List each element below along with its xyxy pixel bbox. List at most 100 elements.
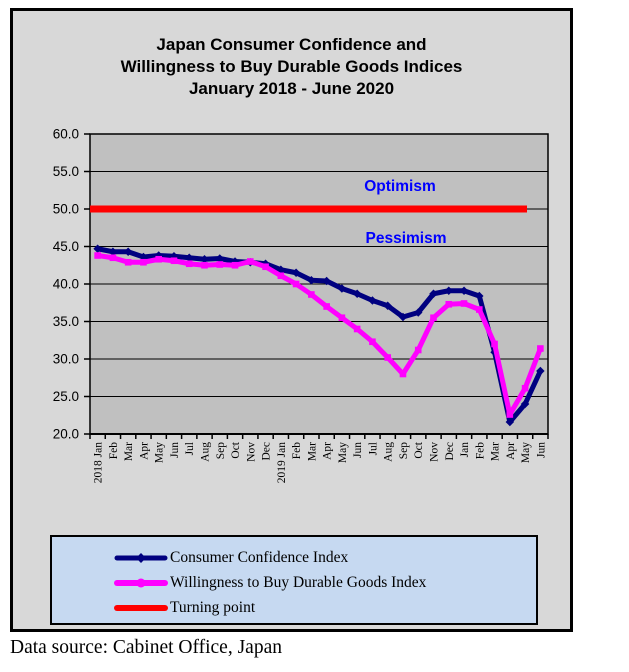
cci-marker (108, 247, 118, 256)
willingness-marker (308, 291, 315, 298)
willingness-marker (414, 346, 422, 354)
willingness-marker (384, 354, 391, 361)
x-tick-label: Dec (261, 442, 273, 461)
legend-item-willingness: Willingness to Buy Durable Goods Index (114, 570, 536, 595)
cci-marker (368, 296, 377, 305)
x-tick-label: May (337, 442, 349, 463)
chart-title-line-1: Japan Consumer Confidence and (156, 35, 427, 54)
willingness-marker (521, 384, 529, 392)
y-tick-label: 20.0 (53, 427, 79, 442)
willingness-marker (185, 260, 193, 268)
willingness-marker (140, 258, 147, 266)
willingness-marker (201, 261, 208, 269)
cci-marker (398, 312, 408, 322)
pessimism-label: Pessimism (366, 230, 447, 247)
x-tick-label: Oct (413, 441, 425, 458)
y-tick-label: 60.0 (53, 127, 79, 142)
x-tick-label: Aug (383, 442, 395, 462)
willingness-marker (506, 411, 514, 418)
x-tick-label: Apr (138, 442, 150, 460)
plot-area: 60.0 55.0 50.0 45.0 40.0 35.0 30.0 25.0 20.0 2018… (53, 127, 549, 483)
willingness-marker (170, 257, 178, 265)
x-tick-label: May (520, 442, 532, 463)
willingness-marker (491, 340, 498, 348)
willingness-marker (338, 314, 346, 322)
cci-marker (123, 247, 133, 256)
x-tick-label: Aug (200, 442, 212, 462)
x-tick-label: 2019 Jan (276, 442, 288, 483)
willingness-marker (476, 306, 483, 313)
cci-marker (536, 366, 545, 376)
x-tick-label: Jul (367, 442, 379, 455)
x-tick-label: Sep (215, 442, 227, 460)
x-tick-label: Jan (459, 442, 471, 458)
willingness-marker (537, 345, 544, 352)
cci-marker (459, 286, 469, 295)
willingness-marker (445, 300, 453, 308)
chart-title: Japan Consumer Confidence and Willingnes… (13, 34, 570, 100)
cci-marker (200, 255, 209, 264)
willingness-marker (353, 325, 361, 333)
cci-marker (352, 289, 362, 298)
x-tick-label: Apr (322, 442, 334, 460)
legend-label-turning-point: Turning point (170, 598, 256, 616)
y-tick-label: 25.0 (53, 389, 79, 404)
willingness-marker (231, 261, 239, 269)
cci-marker (520, 399, 530, 409)
cci-marker (505, 417, 515, 427)
x-tick-label: Jun (169, 442, 181, 458)
willingness-marker (155, 255, 162, 263)
x-tick-label: Nov (429, 442, 441, 462)
willingness-marker (109, 254, 117, 262)
x-tick-label: Oct (230, 441, 242, 458)
willingness-marker (430, 314, 437, 322)
x-tick-label: Mar (490, 442, 502, 461)
legend-label-willingness: Willingness to Buy Durable Goods Index (170, 573, 427, 591)
willingness-marker (124, 258, 132, 266)
cci-marker (307, 276, 316, 285)
y-tick-label: 35.0 (53, 314, 79, 329)
chart-frame: Japan Consumer Confidence and Willingnes… (10, 8, 573, 632)
x-tick-label: Mar (123, 442, 135, 461)
data-source-note: Data source: Cabinet Office, Japan (10, 637, 282, 658)
x-tick-label: Dec (444, 442, 456, 461)
legend-item-turning-point: Turning point (114, 595, 536, 620)
x-tick-label: Feb (474, 442, 486, 460)
chart-title-line-3: January 2018 - June 2020 (188, 79, 395, 98)
cci-marker (184, 253, 194, 262)
willingness-marker (323, 303, 330, 310)
cci-marker (413, 308, 423, 317)
willingness-marker (216, 261, 224, 268)
legend-label-consumer-confidence: Consumer Confidence Index (170, 548, 349, 566)
x-tick-label: Nov (245, 442, 257, 462)
turning-point-line-sample-icon (114, 601, 168, 615)
cci-marker (291, 268, 301, 277)
y-tick-label: 50.0 (53, 202, 79, 217)
chart-title-line-2: Willingness to Buy Durable Goods Indices (120, 57, 463, 76)
y-tick-label: 30.0 (53, 352, 79, 367)
y-tick-label: 40.0 (53, 277, 79, 292)
willingness-marker (277, 272, 285, 280)
x-tick-label: Jun (352, 442, 364, 458)
y-tick-label: 45.0 (53, 239, 79, 254)
legend: Consumer Confidence Index Willingness to… (50, 535, 538, 625)
cci-marker (215, 254, 225, 263)
willingness-marker (247, 258, 254, 265)
legend-sample-marker (136, 578, 146, 587)
willingness-marker (94, 252, 101, 259)
cci-marker (322, 276, 331, 286)
cci-marker (429, 289, 438, 298)
willingness-line-sample-icon (114, 576, 168, 590)
y-tick-label: 55.0 (53, 164, 79, 179)
legend-sample-marker (136, 552, 146, 563)
legend-item-consumer-confidence: Consumer Confidence Index (114, 545, 536, 570)
willingness-marker (369, 338, 376, 346)
willingness-marker (460, 300, 468, 307)
x-tick-label: Apr (505, 442, 517, 460)
willingness-marker (262, 263, 269, 271)
cci-marker (93, 244, 102, 253)
willingness-marker (399, 370, 407, 378)
x-tick-label: Sep (398, 442, 410, 460)
x-tick-label: Jul (184, 442, 196, 455)
x-tick-label: 2018 Jan (93, 442, 105, 483)
